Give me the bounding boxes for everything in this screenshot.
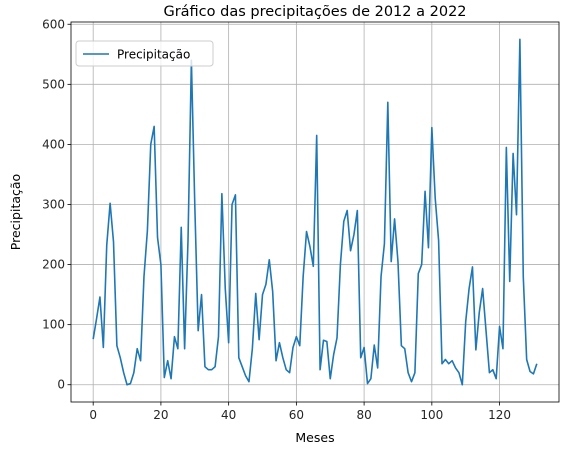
x-tick-label: 40 xyxy=(221,408,236,422)
y-tick-label: 500 xyxy=(42,77,65,91)
legend-entry-precipitacao: Precipitação xyxy=(117,48,190,62)
chart-title: Gráfico das precipitações de 2012 a 2022 xyxy=(163,4,466,20)
legend-box xyxy=(75,40,214,67)
y-tick-label: 200 xyxy=(42,258,65,272)
y-tick-label: 300 xyxy=(42,197,65,211)
x-tick-label: 20 xyxy=(153,408,168,422)
y-axis-label: Precipitação xyxy=(8,174,23,250)
x-tick-label: 120 xyxy=(488,408,511,422)
y-tick-label: 400 xyxy=(42,137,65,151)
grid xyxy=(71,22,559,402)
series-line-precipitacao xyxy=(92,38,538,386)
x-tick-label: 80 xyxy=(356,408,371,422)
x-axis-label: Meses xyxy=(295,430,334,445)
axis-ticks: 0 20 40 60 80 100 120 0 100 200 300 400 500 600 xyxy=(42,17,511,422)
series-layer xyxy=(92,38,538,386)
x-tick-label: 100 xyxy=(420,408,443,422)
plot-area-frame xyxy=(70,21,560,403)
x-tick-label: 0 xyxy=(89,408,97,422)
x-tick-label: 60 xyxy=(289,408,304,422)
y-tick-label: 100 xyxy=(42,318,65,332)
legend: Precipitação xyxy=(75,40,214,67)
y-tick-label: 0 xyxy=(57,378,65,392)
y-tick-label: 600 xyxy=(42,17,65,31)
